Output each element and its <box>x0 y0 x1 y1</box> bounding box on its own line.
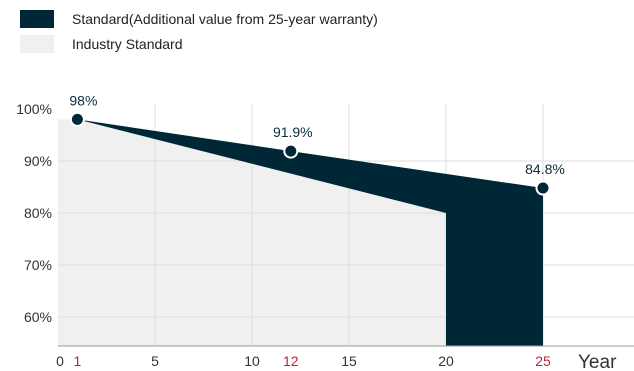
data-label: 84.8% <box>525 161 565 177</box>
data-point <box>283 143 299 159</box>
legend-swatch-standard <box>20 10 54 28</box>
y-tick-label: 60% <box>24 309 52 325</box>
x-tick-label: 0 <box>56 353 64 369</box>
y-tick-label: 70% <box>24 257 52 273</box>
data-point <box>69 111 85 127</box>
x-tick-label: 5 <box>151 353 159 369</box>
x-tick-label: 25 <box>535 353 551 369</box>
x-tick-label: 15 <box>341 353 357 369</box>
standard-area <box>77 119 544 347</box>
legend-swatch-industry <box>20 35 54 53</box>
x-tick-label: 12 <box>283 353 299 369</box>
x-axis-title: Year <box>578 352 617 371</box>
y-tick-label: 90% <box>24 153 52 169</box>
data-label: 91.9% <box>273 124 313 140</box>
x-tick-label: 10 <box>244 353 260 369</box>
data-label: 98% <box>69 92 97 108</box>
x-tick-label: 1 <box>74 353 82 369</box>
y-tick-label: 100% <box>16 101 52 117</box>
legend-label-industry: Industry Standard <box>72 36 183 52</box>
data-point <box>535 180 551 196</box>
legend-label-standard: Standard(Additional value from 25-year w… <box>72 11 378 27</box>
x-tick-label: 20 <box>438 353 454 369</box>
y-tick-label: 80% <box>24 205 52 221</box>
